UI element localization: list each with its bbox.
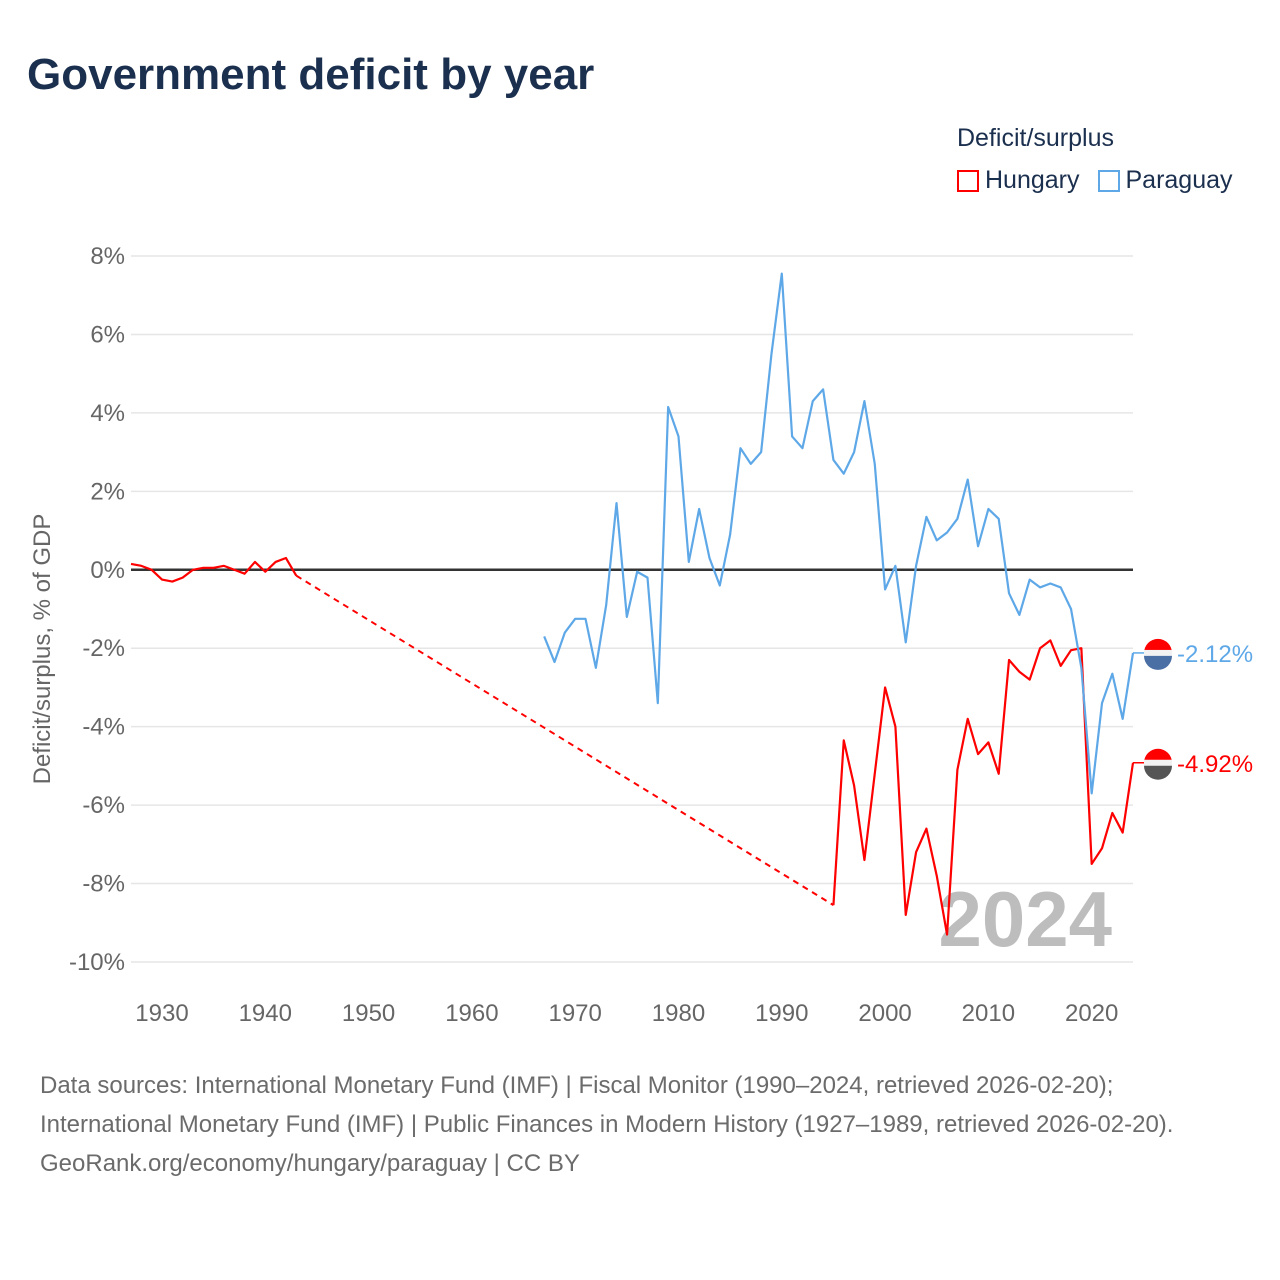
end-label-hungary: -4.92% bbox=[1177, 751, 1253, 778]
chart: 8% 6% 4% 2% 0% -2% -4% -6% -8% -10% 1930 1940 1950 19… bbox=[29, 243, 1253, 1027]
footer: Data sources: International Monetary Fun… bbox=[40, 1066, 1240, 1183]
x-tick-label: 1970 bbox=[548, 1000, 601, 1027]
y-axis-label: Deficit/surplus, % of GDP bbox=[29, 514, 56, 785]
y-tick-label: 0% bbox=[90, 557, 125, 584]
data-sources: Data sources: International Monetary Fun… bbox=[40, 1072, 1174, 1138]
legend: Hungary Paraguay bbox=[957, 166, 1233, 195]
legend-swatch-hungary bbox=[957, 169, 979, 192]
page-title: Government deficit by year bbox=[27, 50, 595, 99]
flag-icon-paraguay bbox=[1144, 638, 1172, 653]
flag-icon-band bbox=[1144, 765, 1172, 780]
y-tick-label: -6% bbox=[82, 792, 125, 819]
legend-item-hungary[interactable]: Hungary bbox=[957, 166, 1080, 195]
y-tick-label: 4% bbox=[90, 400, 125, 427]
y-tick-label: -2% bbox=[82, 635, 125, 662]
y-tick-label: 2% bbox=[90, 478, 125, 505]
year-annotation: 2024 bbox=[938, 875, 1112, 963]
flag-icon-band bbox=[1144, 655, 1172, 670]
line-paraguay bbox=[543, 272, 1135, 795]
y-tick-label: -10% bbox=[69, 949, 125, 976]
legend-label: Paraguay bbox=[1125, 166, 1233, 194]
x-tick-label: 1930 bbox=[135, 1000, 188, 1027]
end-label-paraguay: -2.12% bbox=[1177, 641, 1253, 668]
y-tick-label: -8% bbox=[82, 871, 125, 898]
credit-link[interactable]: GeoRank.org/economy/hungary/paraguay | C… bbox=[40, 1150, 580, 1177]
x-tick-label: 2020 bbox=[1065, 1000, 1118, 1027]
line-hungary bbox=[130, 556, 298, 583]
x-tick-label: 2010 bbox=[962, 1000, 1015, 1027]
flag-icon-hungary bbox=[1144, 748, 1172, 763]
legend-title: Deficit/surplus bbox=[957, 124, 1114, 152]
x-tick-label: 1980 bbox=[652, 1000, 705, 1027]
x-tick-label: 1950 bbox=[342, 1000, 395, 1027]
x-tick-label: 2000 bbox=[858, 1000, 911, 1027]
x-tick-label: 1940 bbox=[239, 1000, 292, 1027]
y-tick-label: 6% bbox=[90, 321, 125, 348]
flag-icon-band bbox=[1144, 649, 1172, 656]
legend-item-paraguay[interactable]: Paraguay bbox=[1097, 166, 1233, 195]
x-tick-label: 1990 bbox=[755, 1000, 808, 1027]
legend-swatch-paraguay bbox=[1097, 169, 1120, 192]
x-tick-label: 1960 bbox=[445, 1000, 498, 1027]
flag-icon-band bbox=[1144, 759, 1172, 766]
y-tick-label: 8% bbox=[90, 243, 125, 270]
y-tick-label: -4% bbox=[82, 714, 125, 741]
line-gap-hungary bbox=[295, 574, 834, 906]
legend-label: Hungary bbox=[985, 166, 1080, 194]
